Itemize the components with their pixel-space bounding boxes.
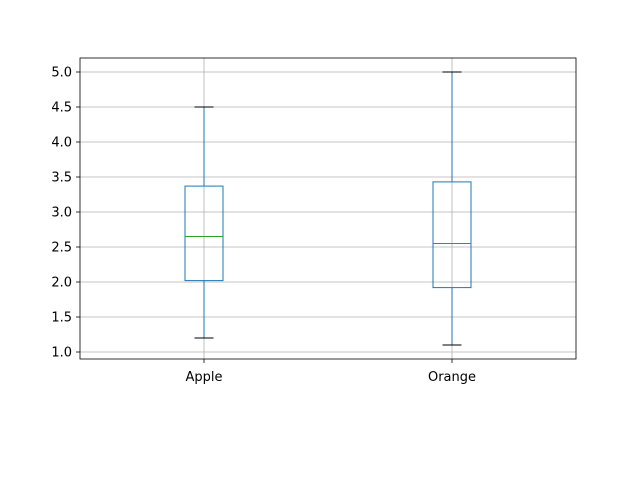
grid-layer xyxy=(80,58,576,359)
y-tick-label: 2.0 xyxy=(51,276,72,291)
y-tick-label: 2.5 xyxy=(51,241,72,256)
y-tick-label: 4.0 xyxy=(51,136,72,151)
y-tick-label: 3.0 xyxy=(51,206,72,221)
x-tick-label-orange: Orange xyxy=(428,370,476,385)
box-layer xyxy=(184,71,472,346)
iqr-box xyxy=(184,185,224,282)
box-apple xyxy=(184,106,224,339)
axes-frame xyxy=(79,57,577,360)
box-orange xyxy=(432,71,472,346)
x-tick-label-apple: Apple xyxy=(185,370,222,385)
label-layer: 1.0 1.5 2.0 2.5 3.0 3.5 4.0 4.5 5.0 Apple Orange xyxy=(51,66,476,386)
y-tick-label: 3.5 xyxy=(51,171,72,186)
y-tick-label: 1.0 xyxy=(51,346,72,361)
iqr-box xyxy=(432,181,472,289)
y-tick-label: 4.5 xyxy=(51,101,72,116)
y-tick-label: 1.5 xyxy=(51,311,72,326)
y-tick-label: 5.0 xyxy=(51,66,72,81)
axes-layer xyxy=(76,57,577,363)
